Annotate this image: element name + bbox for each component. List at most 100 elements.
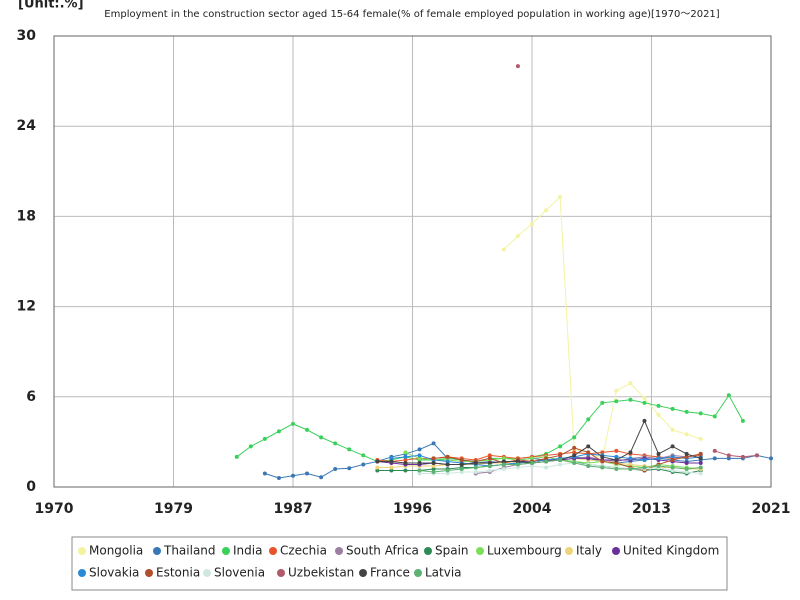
point [431,469,436,474]
legend-label: Italy [576,544,602,558]
point [698,460,703,465]
point [333,441,338,446]
point [572,453,577,458]
point [628,450,633,455]
point [403,450,408,455]
point [670,444,675,449]
point [431,460,436,465]
point [670,454,675,459]
legend-label: France [370,566,410,580]
point [684,469,689,474]
point [572,450,577,455]
point [600,450,605,455]
point [375,465,380,470]
point [586,456,591,461]
legend-label: Slovenia [214,566,265,580]
point [515,459,520,464]
point [628,456,633,461]
point [600,400,605,405]
legend-label: Spain [435,544,469,558]
series-line [714,450,757,458]
point [417,471,422,476]
point [417,453,422,458]
point [572,460,577,465]
legend-marker [424,547,432,555]
point [276,429,281,434]
point [445,468,450,473]
point [656,451,661,456]
legend-label: Thailand [163,544,216,558]
point [515,462,520,467]
legend-marker [359,569,367,577]
y-tick-label: 24 [17,118,37,134]
point [473,465,478,470]
legend-marker [145,569,153,577]
plot-frame [53,35,772,488]
point [234,454,239,459]
point [530,463,534,468]
point [670,465,675,470]
y-tick-label: 0 [26,479,36,495]
legend-marker [476,547,484,555]
point [614,388,619,393]
point [248,444,253,449]
point [305,427,310,432]
y-tick-label: 18 [17,208,36,224]
point [347,447,352,452]
point [614,399,619,404]
point [628,381,633,386]
x-tick-label: 2004 [513,501,552,517]
point [740,418,745,423]
legend-marker [222,547,230,555]
point [698,471,703,476]
point [586,444,591,449]
point [684,466,689,471]
point [487,468,492,473]
point [501,456,506,461]
point [586,450,591,455]
legend-label: Czechia [280,544,327,558]
legend-label: Luxembourg [487,544,562,558]
point [291,421,295,426]
point [431,463,436,468]
point [684,460,689,465]
point [501,247,506,252]
point [698,436,703,441]
point [572,445,577,450]
legend-marker [612,547,620,555]
point [459,466,464,471]
point [628,397,633,402]
legend-label: South Africa [346,544,419,558]
legend-marker [335,547,343,555]
point [712,456,717,461]
point [684,409,689,414]
series-line [377,450,701,462]
point [628,462,633,467]
point [642,396,647,401]
point [670,457,675,462]
point [389,468,394,473]
point [642,418,647,423]
chart-title: Employment in the construction sector ag… [104,9,719,20]
point [515,64,520,69]
point [530,460,534,465]
legend-box [71,536,728,591]
legend-marker [269,547,277,555]
point [431,466,436,471]
point [403,460,408,465]
point [530,456,534,461]
point [600,459,605,464]
point [614,460,619,465]
point [712,414,717,419]
point [698,411,703,416]
point [487,460,492,465]
point [614,466,619,471]
x-tick-label: 2013 [632,501,671,517]
point [558,457,563,462]
point [544,456,549,461]
point [305,471,310,476]
legend-marker [78,547,86,555]
point [361,453,366,458]
point [670,406,675,411]
